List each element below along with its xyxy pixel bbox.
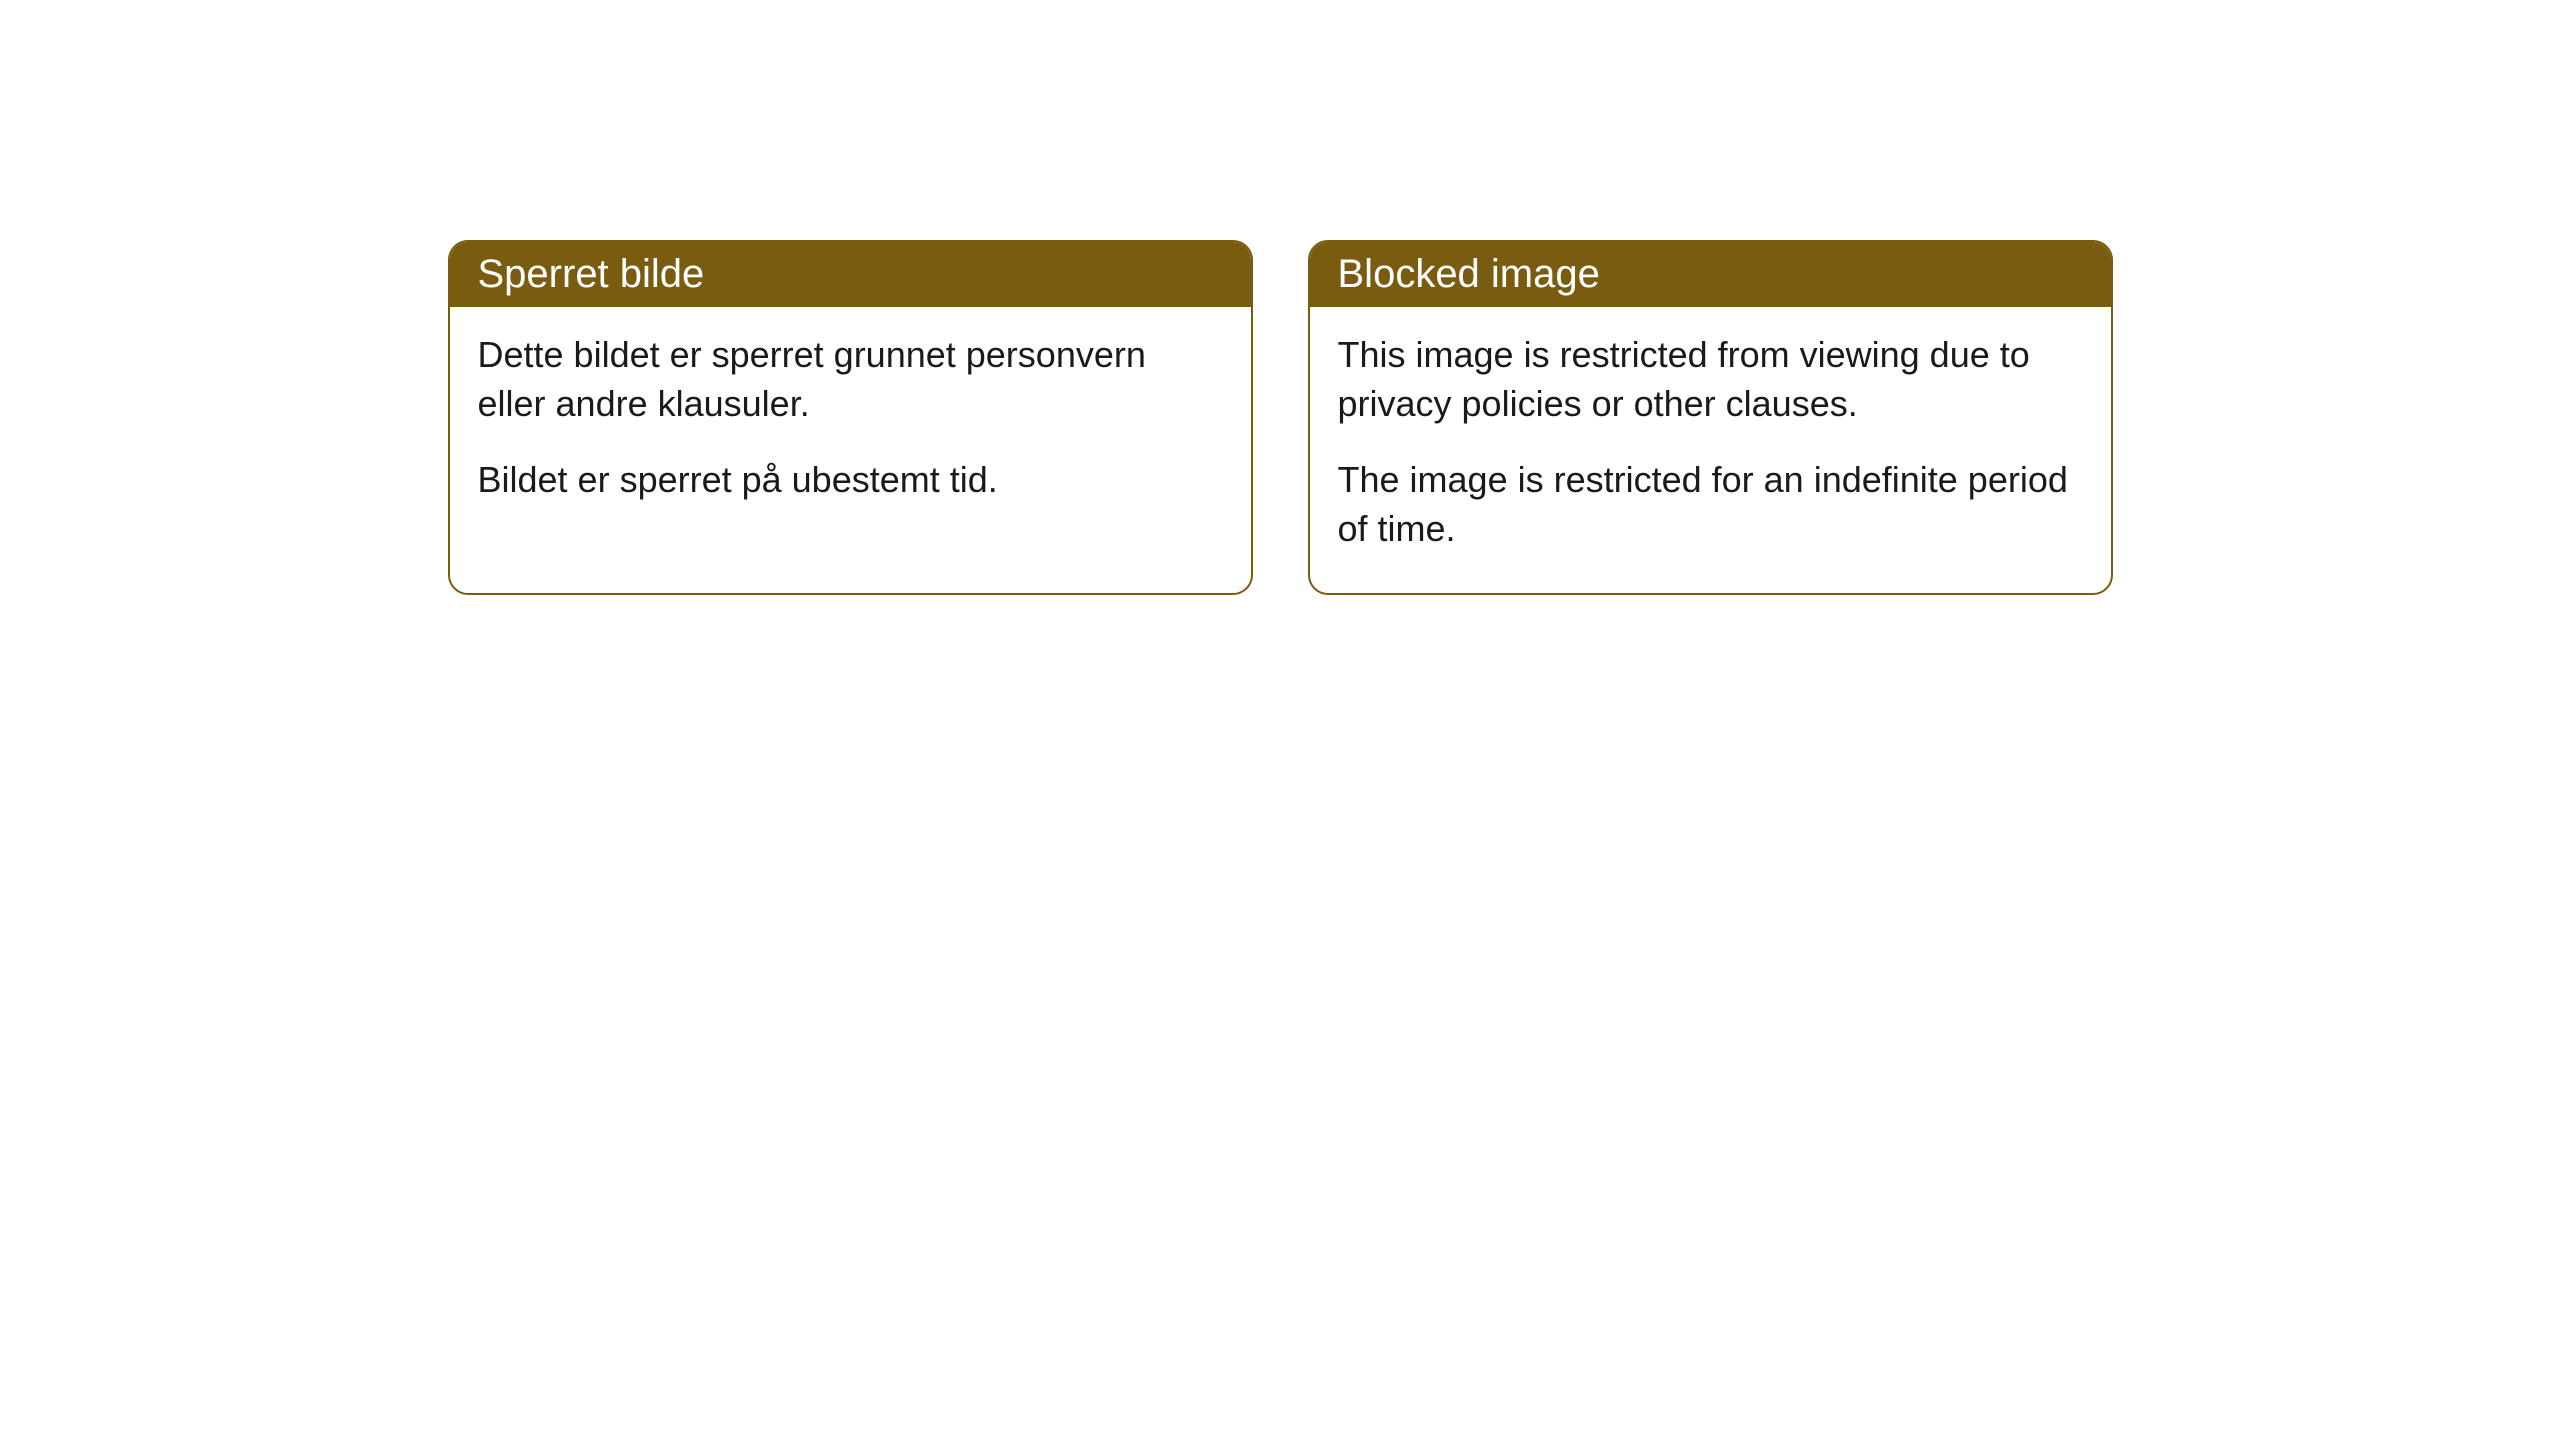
card-title: Blocked image — [1338, 252, 1600, 296]
blocked-image-card-english: Blocked image This image is restricted f… — [1308, 240, 2113, 595]
card-header-norwegian: Sperret bilde — [450, 242, 1251, 307]
card-paragraph: Bildet er sperret på ubestemt tid. — [478, 456, 1223, 505]
card-body-english: This image is restricted from viewing du… — [1310, 307, 2111, 593]
card-body-norwegian: Dette bildet er sperret grunnet personve… — [450, 307, 1251, 545]
card-paragraph: Dette bildet er sperret grunnet personve… — [478, 331, 1223, 428]
card-title: Sperret bilde — [478, 252, 705, 296]
blocked-image-card-norwegian: Sperret bilde Dette bildet er sperret gr… — [448, 240, 1253, 595]
card-paragraph: This image is restricted from viewing du… — [1338, 331, 2083, 428]
card-paragraph: The image is restricted for an indefinit… — [1338, 456, 2083, 553]
cards-container: Sperret bilde Dette bildet er sperret gr… — [0, 240, 2560, 595]
card-header-english: Blocked image — [1310, 242, 2111, 307]
